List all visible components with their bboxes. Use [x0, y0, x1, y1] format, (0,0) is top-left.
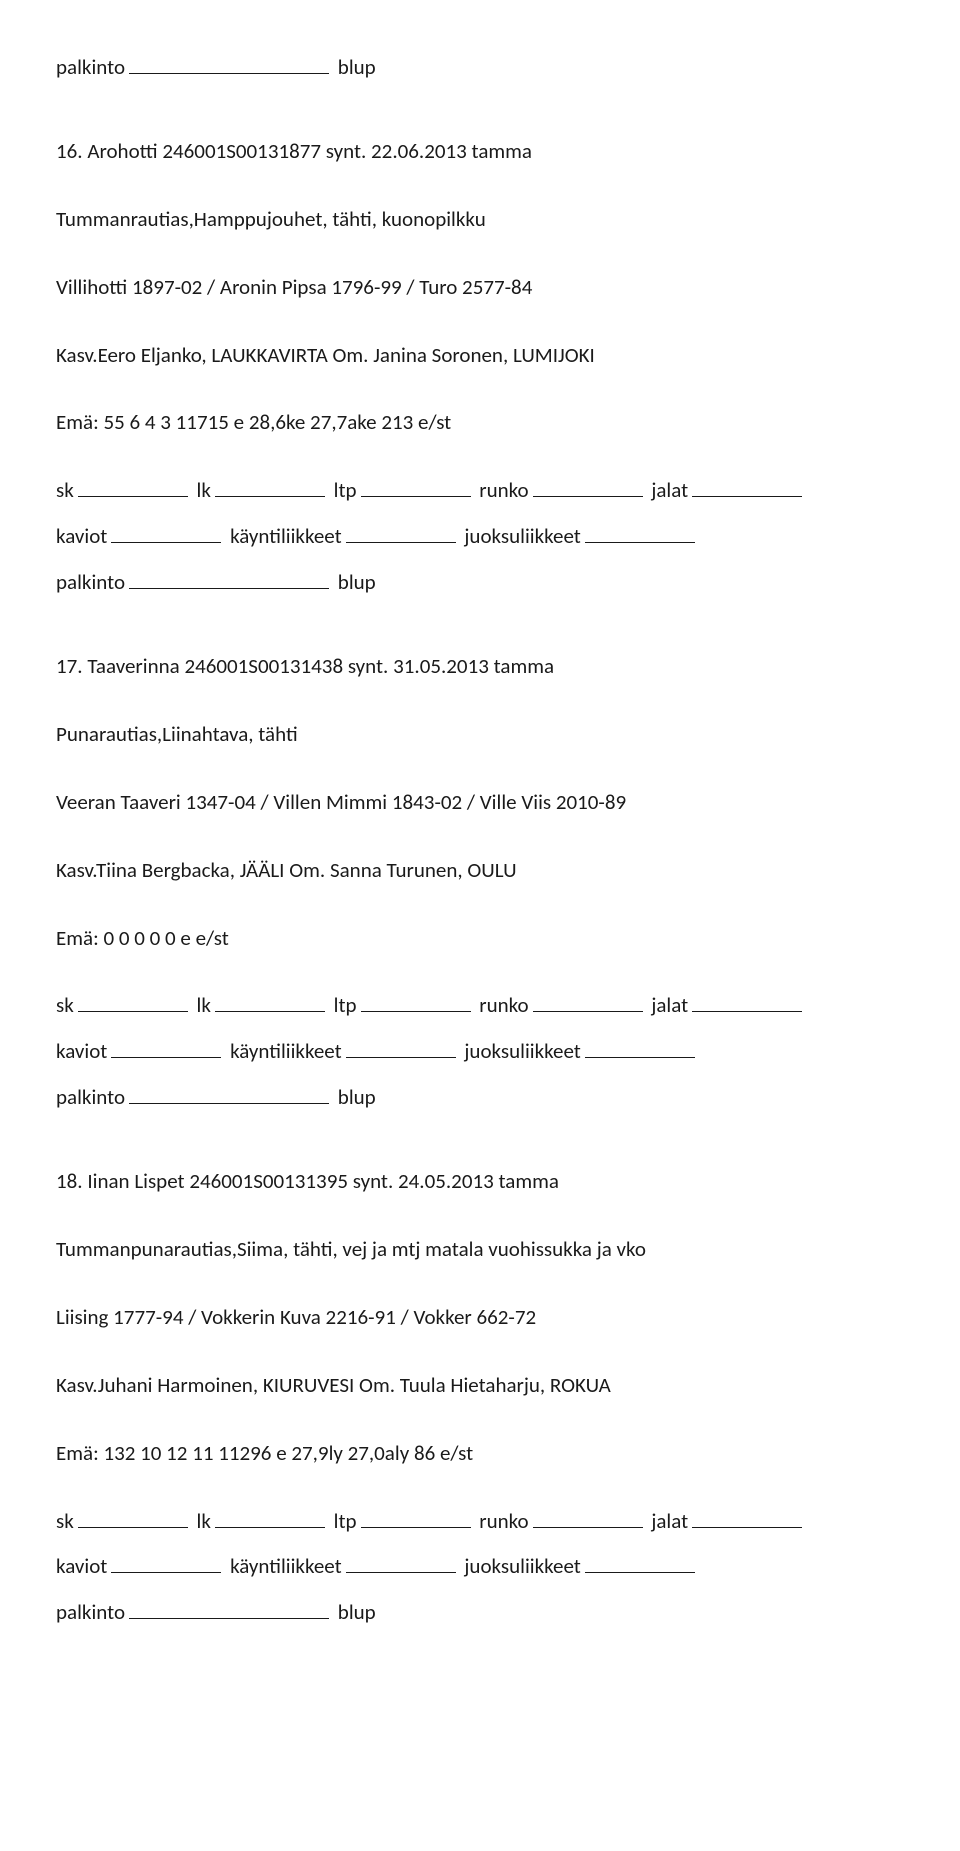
blank [111, 1572, 221, 1573]
label-blup: blup [338, 54, 376, 80]
label-sk: sk [56, 992, 74, 1018]
blank [215, 496, 325, 497]
blank [692, 496, 802, 497]
entry-18-kasv: Kasv.Juhani Harmoinen, KIURUVESI Om. Tuu… [56, 1366, 904, 1406]
label-ltp: ltp [334, 992, 357, 1018]
entry-17-row1: sk lk ltp runko jalat [56, 986, 904, 1026]
blank [533, 496, 643, 497]
entry-16-desc: Tummanrautias,Hamppujouhet, tähti, kuono… [56, 200, 904, 240]
label-jalat: jalat [651, 477, 688, 503]
blank [692, 1527, 802, 1528]
label-lk: lk [197, 992, 211, 1018]
entry-17-pedigree: Veeran Taaveri 1347-04 / Villen Mimmi 18… [56, 783, 904, 823]
label-runko: runko [479, 1508, 528, 1534]
blank [361, 1011, 471, 1012]
entry-16-row3: palkinto blup [56, 563, 904, 603]
label-palkinto: palkinto [56, 1599, 125, 1625]
label-palkinto: palkinto [56, 569, 125, 595]
entry-17-row3: palkinto blup [56, 1078, 904, 1118]
label-blup: blup [338, 569, 376, 595]
label-kayntiliikkeet: käyntiliikkeet [230, 523, 342, 549]
entry-16-header: 16. Arohotti 246001S00131877 synt. 22.06… [56, 132, 904, 172]
label-kayntiliikkeet: käyntiliikkeet [230, 1038, 342, 1064]
blank [129, 1103, 329, 1104]
blank [78, 496, 188, 497]
label-juoksuliikkeet: juoksuliikkeet [464, 523, 580, 549]
blank [585, 542, 695, 543]
label-kaviot: kaviot [56, 1553, 107, 1579]
entry-17-ema: Emä: 0 0 0 0 0 e e/st [56, 919, 904, 959]
entry-16-pedigree: Villihotti 1897-02 / Aronin Pipsa 1796-9… [56, 268, 904, 308]
label-ltp: ltp [334, 1508, 357, 1534]
entry-18-desc: Tummanpunarautias,Siima, tähti, vej ja m… [56, 1230, 904, 1270]
entry-18-ema: Emä: 132 10 12 11 11296 e 27,9ly 27,0aly… [56, 1434, 904, 1474]
entry-18-row1: sk lk ltp runko jalat [56, 1502, 904, 1542]
blank [78, 1527, 188, 1528]
blank [129, 588, 329, 589]
label-blup: blup [338, 1599, 376, 1625]
label-lk: lk [197, 477, 211, 503]
label-blup: blup [338, 1084, 376, 1110]
blank [346, 542, 456, 543]
blank [78, 1011, 188, 1012]
label-kaviot: kaviot [56, 523, 107, 549]
entry-18-header: 18. Iinan Lispet 246001S00131395 synt. 2… [56, 1162, 904, 1202]
blank [692, 1011, 802, 1012]
top-palkinto-line: palkinto blup [56, 48, 904, 88]
label-palkinto: palkinto [56, 54, 125, 80]
entry-16-kasv: Kasv.Eero Eljanko, LAUKKAVIRTA Om. Janin… [56, 336, 904, 376]
label-juoksuliikkeet: juoksuliikkeet [464, 1553, 580, 1579]
blank [111, 542, 221, 543]
label-sk: sk [56, 477, 74, 503]
entry-17-desc: Punarautias,Liinahtava, tähti [56, 715, 904, 755]
blank [346, 1572, 456, 1573]
entry-17-kasv: Kasv.Tiina Bergbacka, JÄÄLI Om. Sanna Tu… [56, 851, 904, 891]
entry-18-pedigree: Liising 1777-94 / Vokkerin Kuva 2216-91 … [56, 1298, 904, 1338]
label-runko: runko [479, 477, 528, 503]
blank [361, 1527, 471, 1528]
label-jalat: jalat [651, 1508, 688, 1534]
blank [129, 1618, 329, 1619]
label-sk: sk [56, 1508, 74, 1534]
label-kayntiliikkeet: käyntiliikkeet [230, 1553, 342, 1579]
blank [585, 1572, 695, 1573]
label-juoksuliikkeet: juoksuliikkeet [464, 1038, 580, 1064]
blank [129, 73, 329, 74]
label-runko: runko [479, 992, 528, 1018]
blank [346, 1057, 456, 1058]
blank [533, 1527, 643, 1528]
blank [533, 1011, 643, 1012]
blank [215, 1527, 325, 1528]
label-ltp: ltp [334, 477, 357, 503]
entry-17-row2: kaviot käyntiliikkeet juoksuliikkeet [56, 1032, 904, 1072]
label-lk: lk [197, 1508, 211, 1534]
label-palkinto: palkinto [56, 1084, 125, 1110]
entry-16-row1: sk lk ltp runko jalat [56, 471, 904, 511]
blank [111, 1057, 221, 1058]
blank [361, 496, 471, 497]
entry-18-row3: palkinto blup [56, 1593, 904, 1633]
label-kaviot: kaviot [56, 1038, 107, 1064]
entry-16-row2: kaviot käyntiliikkeet juoksuliikkeet [56, 517, 904, 557]
label-jalat: jalat [651, 992, 688, 1018]
blank [585, 1057, 695, 1058]
entry-17-header: 17. Taaverinna 246001S00131438 synt. 31.… [56, 647, 904, 687]
blank [215, 1011, 325, 1012]
entry-16-ema: Emä: 55 6 4 3 11715 e 28,6ke 27,7ake 213… [56, 403, 904, 443]
entry-18-row2: kaviot käyntiliikkeet juoksuliikkeet [56, 1547, 904, 1587]
